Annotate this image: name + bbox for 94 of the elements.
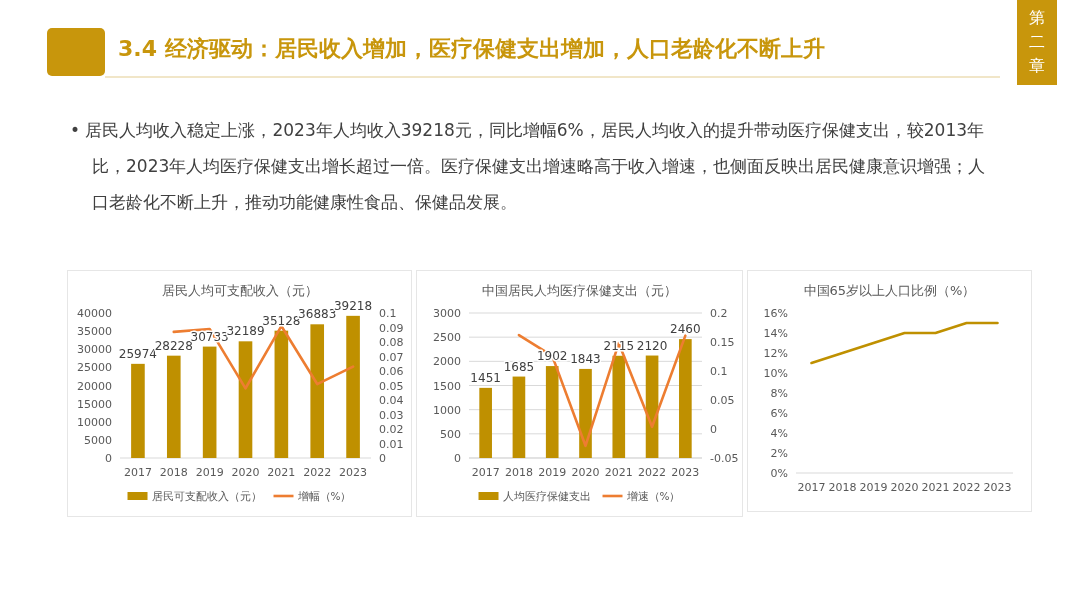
chart-title: 居民人均可支配收入（元） <box>161 283 318 298</box>
y2-tick-label: 0.1 <box>710 365 728 378</box>
y-tick-label: 25000 <box>77 361 112 375</box>
y-tick-label: 2000 <box>433 355 461 369</box>
x-tick-label: 2023 <box>339 466 368 479</box>
y-tick-label: 8% <box>770 387 788 400</box>
y-tick-label: 4% <box>770 427 788 440</box>
y-tick-label: 0% <box>770 467 788 480</box>
y2-tick-label: 0.1 <box>379 307 397 320</box>
y2-tick-label: 0.03 <box>379 408 404 422</box>
text: • 居民人均收入稳定上涨，2023年人均收入39218元，同比增幅6%，居民人均收入的提升带动医疗保健支出，较2013年比，2023年人均医疗保健支出增长超过一倍。医疗保健支出增速略高于收入增速，也侧面反映出居民健康意识增强；人口老龄化不断上升，推动功能健康性食品、保健品发展。 <box>70 119 987 214</box>
y-tick-label: 1500 <box>433 379 461 393</box>
y2-tick-label: 0.02 <box>379 423 404 436</box>
y2-tick-label: 0.05 <box>710 394 735 407</box>
y2-tick-label: 0.15 <box>710 336 735 349</box>
y2-tick-label: 0.09 <box>379 321 404 335</box>
y-tick-label: 1000 <box>433 403 461 417</box>
y2-tick-label: 0.01 <box>379 437 404 451</box>
y-tick-label: 2500 <box>433 331 461 345</box>
bar <box>166 355 181 458</box>
data-label: 1451 <box>470 370 501 385</box>
y2-tick-label: 0 <box>710 423 717 436</box>
legend-label: 居民可支配收入（元） <box>151 490 262 502</box>
x-tick-label: 2020 <box>231 466 260 479</box>
bar <box>579 368 592 458</box>
bar <box>679 339 692 458</box>
x-tick-label: 2018 <box>159 466 188 479</box>
x-tick-label: 2018 <box>504 466 533 479</box>
data-label: 36883 <box>298 307 337 322</box>
y-tick-label: 10% <box>763 367 788 380</box>
x-tick-label: 2017 <box>797 481 826 494</box>
y-tick-label: 500 <box>440 427 461 441</box>
bar <box>274 330 289 458</box>
x-tick-label: 2021 <box>604 466 633 479</box>
bar <box>310 324 325 458</box>
data-label: 1685 <box>503 359 535 374</box>
x-tick-label: 2022 <box>952 481 981 494</box>
x-tick-label: 2023 <box>671 466 700 479</box>
chart-title: 中国居民人均医疗保健支出（元） <box>482 283 677 298</box>
y-tick-label: 15000 <box>77 397 112 411</box>
bar <box>545 366 559 458</box>
x-tick-label: 2019 <box>859 481 888 494</box>
y-tick-label: 0 <box>105 452 112 465</box>
y-tick-label: 12% <box>763 347 788 360</box>
y-tick-label: 30000 <box>77 343 112 357</box>
bar <box>202 346 217 458</box>
line-series <box>810 321 999 365</box>
y-tick-label: 2% <box>770 447 788 460</box>
x-tick-label: 2021 <box>267 466 296 479</box>
y2-tick-label: 0.05 <box>379 379 404 393</box>
legend-label: 增幅（%） <box>296 490 352 502</box>
y-tick-label: 16% <box>763 307 788 320</box>
y2-tick-label: 0.2 <box>710 307 728 320</box>
y-tick-label: 35000 <box>77 325 112 339</box>
data-label: 2120 <box>636 338 668 353</box>
y2-tick-label: -0.05 <box>710 452 739 465</box>
y-tick-label: 0 <box>454 452 461 465</box>
x-tick-label: 2019 <box>538 466 567 479</box>
x-tick-label: 2021 <box>921 481 950 494</box>
y-tick-label: 40000 <box>77 307 112 320</box>
legend-label: 人均医疗保健支出 <box>502 490 591 502</box>
y-tick-label: 6% <box>770 407 788 420</box>
data-label: 35128 <box>262 313 301 328</box>
x-tick-label: 2017 <box>471 466 500 479</box>
bar <box>238 341 253 458</box>
bar <box>346 315 360 458</box>
x-tick-label: 2019 <box>195 466 224 479</box>
x-tick-label: 2020 <box>571 466 600 479</box>
x-tick-label: 2022 <box>303 466 332 479</box>
data-label: 1843 <box>570 351 601 366</box>
x-tick-label: 2018 <box>828 481 857 494</box>
chart-title: 中国65岁以上人口比例（%） <box>803 283 976 298</box>
data-label: 2460 <box>670 322 701 337</box>
y-tick-label: 10000 <box>77 415 112 429</box>
text: 3.4 经济驱动：居民收入增加，医疗保健支出增加，人口老龄化不断上升 <box>118 35 825 63</box>
y2-tick-label: 0.06 <box>379 365 404 378</box>
x-tick-label: 2023 <box>983 481 1012 494</box>
y2-tick-label: 0.04 <box>379 394 404 407</box>
bar <box>131 363 145 458</box>
y2-tick-label: 0 <box>379 452 386 465</box>
bar <box>512 376 526 458</box>
y-tick-label: 20000 <box>77 379 112 393</box>
bar <box>479 387 492 458</box>
y-tick-label: 14% <box>763 327 788 340</box>
text: 第二章 <box>1028 7 1046 77</box>
y-tick-label: 5000 <box>84 433 112 447</box>
y2-tick-label: 0.08 <box>379 336 404 349</box>
legend-label: 增速（%） <box>625 490 681 502</box>
x-tick-label: 2017 <box>123 466 152 479</box>
x-tick-label: 2020 <box>890 481 919 494</box>
y2-tick-label: 0.07 <box>379 350 404 364</box>
bar <box>612 355 626 458</box>
x-tick-label: 2022 <box>638 466 667 479</box>
y-tick-label: 3000 <box>433 307 461 320</box>
